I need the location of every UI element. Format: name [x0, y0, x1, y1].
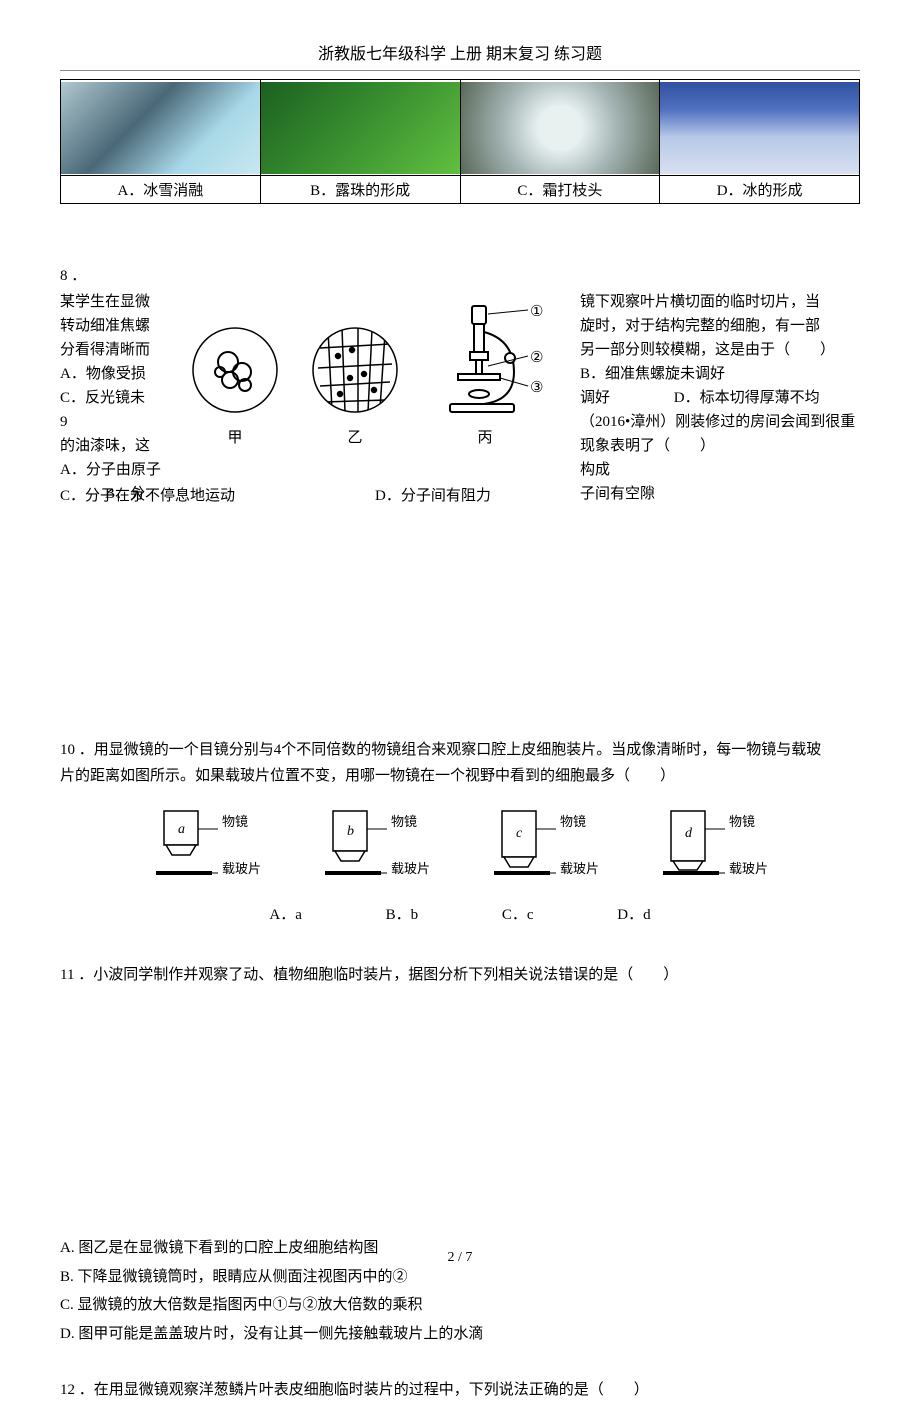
q8-option-c: C．分子在永不停息地运动 [60, 484, 235, 505]
slide-label: 载玻片 [560, 855, 599, 884]
img-placeholder-a [61, 82, 260, 174]
svg-text:b: b [347, 824, 354, 839]
q10-opt-c: C．c [502, 903, 534, 929]
question-12: 12 ．在用显微镜观察洋葱鳞片叶表皮细胞临时装片的过程中，下列说法正确的是（ ） [60, 1378, 860, 1404]
objective-lens-icon: b [321, 807, 391, 885]
q8-right-line: （2016•漳州）刚装修过的房间会闻到很重 [580, 410, 870, 434]
q8-right-line: 构成 [580, 458, 870, 482]
q8-right-line: 另一部分则较模糊，这是由于（ ） [580, 338, 870, 362]
q10-stem-line2: 片的距离如图所示。如果载玻片位置不变，用哪一物镜在一个视野中看到的细胞最多（ ） [60, 764, 860, 790]
page-footer: 2 / 7 [0, 1250, 920, 1266]
figure-jia: 甲 [190, 320, 280, 447]
img-label-c: C．霜打枝头 [460, 176, 660, 204]
figure-label: 甲 [190, 426, 280, 447]
lens-labels: 物镜 载玻片 [560, 808, 599, 883]
img-placeholder-b [261, 82, 460, 174]
q10-opt-d: D．d [617, 903, 650, 929]
q11-opt-c: C. 显微镜的放大倍数是指图丙中①与②放大倍数的乘积 [60, 1291, 860, 1320]
circled-3: ③ [530, 378, 543, 397]
svg-text:a: a [178, 822, 185, 837]
obj-label: 物镜 [391, 808, 430, 837]
figure-bing: ① ② ③ 丙 [430, 300, 540, 447]
lens-labels: 物镜 载玻片 [222, 808, 261, 883]
q8-right-line: B．细准焦螺旋未调好 [580, 362, 870, 386]
q8-right-line: 镜下观察叶片横切面的临时切片，当 [580, 290, 870, 314]
img-cell-b [260, 80, 460, 176]
question-11: 11 ．小波同学制作并观察了动、植物细胞临时装片，据图分析下列相关说法错误的是（… [60, 963, 860, 1349]
lens-figure-c: c 物镜 载玻片 [490, 807, 599, 885]
img-placeholder-d [660, 82, 859, 174]
objective-lens-icon: c [490, 807, 560, 885]
q8-r5a: 调好 [580, 390, 610, 406]
lens-labels: 物镜 载玻片 [729, 808, 768, 883]
q10-opt-a: A．a [269, 903, 302, 929]
img-cell-a [61, 80, 261, 176]
lens-labels: 物镜 载玻片 [391, 808, 430, 883]
obj-label: 物镜 [729, 808, 768, 837]
lens-figure-b: b 物镜 载玻片 [321, 807, 430, 885]
q8-left-line: A．物像受损 [60, 362, 178, 386]
circled-2: ② [530, 348, 543, 367]
svg-text:d: d [685, 826, 693, 841]
q8-right-line: 调好 D．标本切得厚薄不均 [580, 386, 870, 410]
q8-figures: 甲 乙 [190, 300, 570, 447]
q8-left-column: 某学生在显微 转动细准焦螺 分看得清晰而 A．物像受损 C．反光镜未 9 的油漆… [60, 290, 178, 506]
slide-label: 载玻片 [222, 855, 261, 884]
question-10: 10 ．用显微镜的一个目镜分别与4个不同倍数的物镜组合来观察口腔上皮细胞装片。当… [60, 738, 860, 929]
q8-left-line: 9 [60, 410, 178, 434]
figure-label: 丙 [430, 426, 540, 447]
q8-left-line: C．反光镜未 [60, 386, 178, 410]
q8-r5b: D．标本切得厚薄不均 [674, 390, 820, 406]
q8-right-line: 旋时，对于结构完整的细胞，有一部 [580, 314, 870, 338]
q8-number: 8 ． [60, 264, 860, 285]
slide-label: 载玻片 [391, 855, 430, 884]
objective-lens-icon: d [659, 807, 729, 885]
lens-figure-a: a 物镜 载玻片 [152, 807, 261, 885]
circled-1: ① [530, 302, 543, 321]
q11-stem: 11 ．小波同学制作并观察了动、植物细胞临时装片，据图分析下列相关说法错误的是（… [60, 963, 860, 989]
objective-lens-icon: a [152, 807, 222, 885]
lens-figure-d: d 物镜 载玻片 [659, 807, 768, 885]
obj-label: 物镜 [560, 808, 599, 837]
microscope-icon [430, 300, 540, 420]
img-label-d: D．冰的形成 [660, 176, 860, 204]
question-8: 8 ． 某学生在显微 转动细准焦螺 分看得清晰而 A．物像受损 C．反光镜未 9… [60, 264, 860, 484]
q8-left-line: 的油漆味，这 [60, 434, 178, 458]
q10-figures: a 物镜 载玻片 b 物镜 载玻片 [60, 807, 860, 885]
q10-opt-b: B．b [386, 903, 419, 929]
q11-opt-b: B. 下降显微镜镜筒时，眼睛应从侧面注视图丙中的② [60, 1263, 860, 1292]
q8-right-line: 现象表明了（ ） [580, 434, 870, 458]
q11-figure-gap [60, 988, 860, 1228]
q8-left-line: 转动细准焦螺 [60, 314, 178, 338]
q10-options: A．a B．b C．c D．d [60, 903, 860, 929]
q11-opt-d: D. 图甲可能是盖盖玻片时，没有让其一侧先接触载玻片上的水滴 [60, 1320, 860, 1349]
q10-stem-line1: 10 ．用显微镜的一个目镜分别与4个不同倍数的物镜组合来观察口腔上皮细胞装片。当… [60, 738, 860, 764]
img-placeholder-c [461, 82, 660, 174]
obj-label: 物镜 [222, 808, 261, 837]
q8-right-column: 镜下观察叶片横切面的临时切片，当 旋时，对于结构完整的细胞，有一部 另一部分则较… [580, 290, 870, 506]
svg-text:c: c [516, 826, 523, 841]
img-cell-d [660, 80, 860, 176]
img-label-b: B．露珠的形成 [260, 176, 460, 204]
q8-left-line: A．分子由原子 [60, 458, 178, 482]
q12-stem: 12 ．在用显微镜观察洋葱鳞片叶表皮细胞临时装片的过程中，下列说法正确的是（ ） [60, 1378, 860, 1404]
pager: 2 / 7 [448, 1250, 473, 1265]
slide-label: 载玻片 [729, 855, 768, 884]
cell-pattern-icon [310, 320, 400, 420]
q8-right-line: 子间有空隙 [580, 482, 870, 506]
page-header: 浙教版七年级科学 上册 期末复习 练习题 [60, 40, 860, 71]
image-option-table: A．冰雪消融 B．露珠的形成 C．霜打枝头 D．冰的形成 [60, 79, 860, 204]
figure-label: 乙 [310, 426, 400, 447]
figure-yi: 乙 [310, 320, 400, 447]
q8-left-line: 分看得清晰而 [60, 338, 178, 362]
q8-option-d: D．分子间有阻力 [375, 484, 491, 505]
header-title: 浙教版七年级科学 上册 期末复习 练习题 [318, 46, 602, 63]
img-cell-c [460, 80, 660, 176]
img-label-a: A．冰雪消融 [61, 176, 261, 204]
q8-left-line: 某学生在显微 [60, 290, 178, 314]
bubble-diagram-icon [190, 320, 280, 420]
